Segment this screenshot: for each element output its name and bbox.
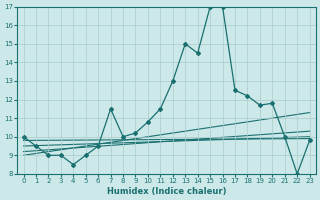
X-axis label: Humidex (Indice chaleur): Humidex (Indice chaleur) [107, 187, 226, 196]
